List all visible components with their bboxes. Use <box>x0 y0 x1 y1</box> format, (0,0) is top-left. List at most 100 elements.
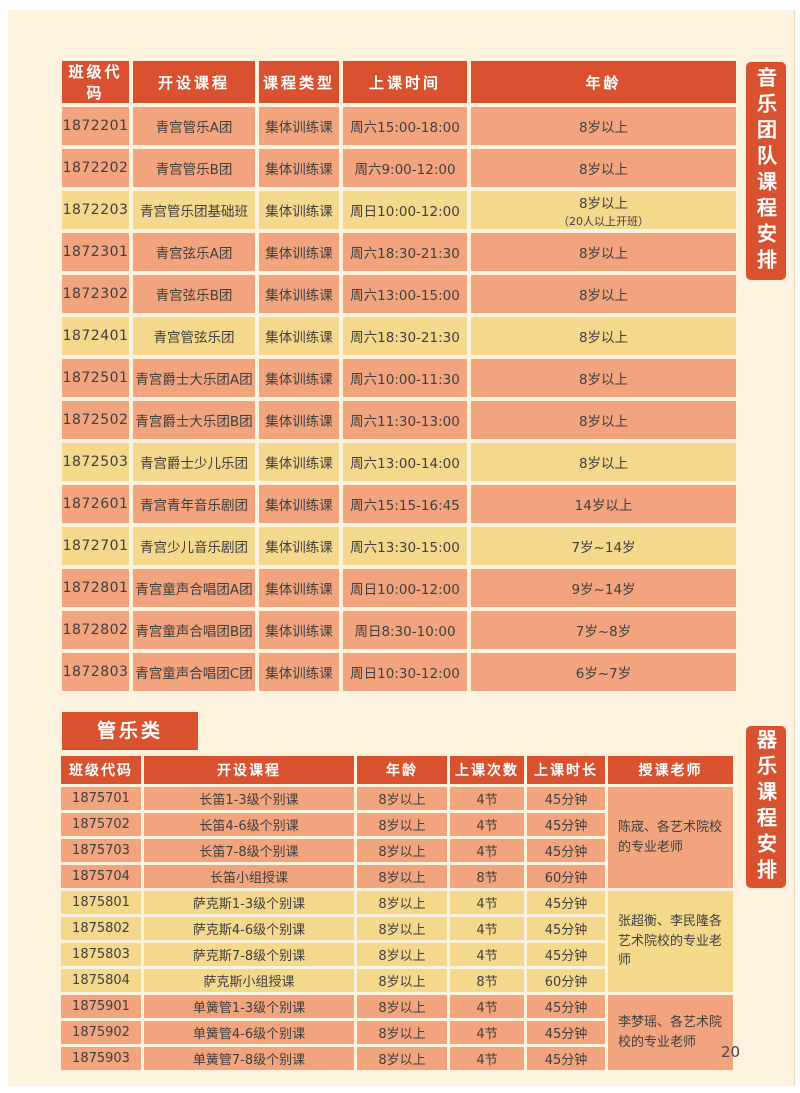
cell-type: 集体训练课 <box>259 569 339 607</box>
cell-code: 1872302 <box>62 275 129 313</box>
cell-sessions: 4节 <box>450 839 524 862</box>
cell-duration: 45分钟 <box>527 943 605 966</box>
cell-code: 1875901 <box>61 995 141 1018</box>
cell-course: 青宫爵士大乐团B团 <box>133 401 255 439</box>
table-row: 1872502 青宫爵士大乐团B团 集体训练课 周六11:30-13:00 8岁… <box>62 401 736 439</box>
header-class-time: 上课时间 <box>343 61 467 103</box>
cell-course: 长笛1-3级个别课 <box>144 787 354 810</box>
table-row: 1875804 萨克斯小组授课 8岁以上 8节 60分钟 <box>61 969 733 992</box>
cell-code: 1875802 <box>61 917 141 940</box>
cell-time: 周六18:30-21:30 <box>343 317 467 355</box>
header-course: 开设课程 <box>133 61 255 103</box>
cell-course: 长笛7-8级个别课 <box>144 839 354 862</box>
cell-type: 集体训练课 <box>259 611 339 649</box>
section-label-wind-instruments: 管乐类 <box>62 712 198 750</box>
header-session-length: 上课时长 <box>527 756 605 784</box>
cell-course: 青宫少儿音乐剧团 <box>133 527 255 565</box>
side-banner-music-team-schedule: 音乐团队课程安排 <box>746 62 786 280</box>
header-course: 开设课程 <box>144 756 354 784</box>
header-teacher: 授课老师 <box>608 756 733 784</box>
cell-sessions: 4节 <box>450 891 524 914</box>
cell-type: 集体训练课 <box>259 443 339 481</box>
cell-sessions: 4节 <box>450 943 524 966</box>
cell-age: 8岁以上 <box>357 1047 447 1070</box>
cell-age: 8岁以上 <box>357 813 447 836</box>
cell-age: 8岁以上 <box>471 401 736 439</box>
cell-code: 1875704 <box>61 865 141 888</box>
cell-code: 1875702 <box>61 813 141 836</box>
cell-type: 集体训练课 <box>259 107 339 145</box>
banner-text: 器乐课程安排 <box>753 729 778 885</box>
cell-sessions: 4节 <box>450 1021 524 1044</box>
table-row: 1872501 青宫爵士大乐团A团 集体训练课 周六10:00-11:30 8岁… <box>62 359 736 397</box>
cell-time: 周六11:30-13:00 <box>343 401 467 439</box>
cell-type: 集体训练课 <box>259 527 339 565</box>
table-row: 1872803 青宫童声合唱团C团 集体训练课 周日10:30-12:00 6岁… <box>62 653 736 691</box>
cell-sessions: 4节 <box>450 1047 524 1070</box>
table-row: 1872802 青宫童声合唱团B团 集体训练课 周日8:30-10:00 7岁~… <box>62 611 736 649</box>
cell-age: 8岁以上 <box>471 317 736 355</box>
page-panel: 班级代码 开设课程 课程类型 上课时间 年龄 1872201 青宫管乐A团 集体… <box>8 10 795 1086</box>
table-row: 1875903 单簧管7-8级个别课 8岁以上 4节 45分钟 <box>61 1047 733 1070</box>
cell-time: 周日10:00-12:00 <box>343 569 467 607</box>
team-table-header-row: 班级代码 开设课程 课程类型 上课时间 年龄 <box>62 61 736 103</box>
cell-code: 1875703 <box>61 839 141 862</box>
cell-code: 1872203 <box>62 191 129 229</box>
cell-teacher: 李梦瑶、各艺术院校的专业老师 <box>608 995 733 1070</box>
cell-time: 周日10:00-12:00 <box>343 191 467 229</box>
table-row: 1872201 青宫管乐A团 集体训练课 周六15:00-18:00 8岁以上 <box>62 107 736 145</box>
table-row: 1875701 长笛1-3级个别课 8岁以上 4节 45分钟 陈宬、各艺术院校的… <box>61 787 733 888</box>
table-row: 1875803 萨克斯7-8级个别课 8岁以上 4节 45分钟 <box>61 943 733 966</box>
table-row: 1872301 青宫弦乐A团 集体训练课 周六18:30-21:30 8岁以上 <box>62 233 736 271</box>
cell-type: 集体训练课 <box>259 275 339 313</box>
table-row: 1872503 青宫爵士少儿乐团 集体训练课 周六13:00-14:00 8岁以… <box>62 443 736 481</box>
cell-age: 7岁~8岁 <box>471 611 736 649</box>
cell-duration: 60分钟 <box>527 969 605 992</box>
cell-age: 8岁以上 <box>471 275 736 313</box>
cell-age: 8岁以上 <box>471 233 736 271</box>
cell-type: 集体训练课 <box>259 191 339 229</box>
cell-duration: 45分钟 <box>527 891 605 914</box>
cell-code: 1872401 <box>62 317 129 355</box>
table-row: 1875702 长笛4-6级个别课 8岁以上 4节 45分钟 <box>61 813 733 836</box>
table-row: 1872202 青宫管乐B团 集体训练课 周六9:00-12:00 8岁以上 <box>62 149 736 187</box>
cell-sessions: 8节 <box>450 865 524 888</box>
cell-course: 长笛小组授课 <box>144 865 354 888</box>
cell-code: 1875801 <box>61 891 141 914</box>
cell-duration: 45分钟 <box>527 917 605 940</box>
cell-sessions: 4节 <box>450 813 524 836</box>
instrument-course-table: 班级代码 开设课程 年龄 上课次数 上课时长 授课老师 1875701 长笛1-… <box>58 753 736 1073</box>
cell-age: 8岁以上 （20人以上开班） <box>471 191 736 229</box>
cell-course: 青宫管弦乐团 <box>133 317 255 355</box>
table-row: 1872302 青宫弦乐B团 集体训练课 周六13:00-15:00 8岁以上 <box>62 275 736 313</box>
cell-course: 萨克斯小组授课 <box>144 969 354 992</box>
cell-age: 8岁以上 <box>357 943 447 966</box>
cell-type: 集体训练课 <box>259 233 339 271</box>
header-session-count: 上课次数 <box>450 756 524 784</box>
cell-age: 8岁以上 <box>471 149 736 187</box>
cell-time: 周六13:30-15:00 <box>343 527 467 565</box>
cell-time: 周六13:00-14:00 <box>343 443 467 481</box>
cell-duration: 45分钟 <box>527 813 605 836</box>
cell-code: 1872201 <box>62 107 129 145</box>
cell-age: 8岁以上 <box>471 443 736 481</box>
cell-age: 8岁以上 <box>357 1021 447 1044</box>
cell-age: 8岁以上 <box>357 839 447 862</box>
table-row: 1872801 青宫童声合唱团A团 集体训练课 周日10:00-12:00 9岁… <box>62 569 736 607</box>
banner-text: 音乐团队课程安排 <box>753 67 778 275</box>
cell-time: 周日8:30-10:00 <box>343 611 467 649</box>
cell-time: 周六18:30-21:30 <box>343 233 467 271</box>
cell-course: 青宫管乐A团 <box>133 107 255 145</box>
cell-type: 集体训练课 <box>259 653 339 691</box>
cell-code: 1875902 <box>61 1021 141 1044</box>
cell-duration: 45分钟 <box>527 1047 605 1070</box>
cell-course: 单簧管1-3级个别课 <box>144 995 354 1018</box>
cell-teacher: 陈宬、各艺术院校的专业老师 <box>608 787 733 888</box>
cell-time: 周六9:00-12:00 <box>343 149 467 187</box>
instrument-table-header-row: 班级代码 开设课程 年龄 上课次数 上课时长 授课老师 <box>61 756 733 784</box>
cell-code: 1872803 <box>62 653 129 691</box>
cell-duration: 45分钟 <box>527 839 605 862</box>
cell-time: 周六10:00-11:30 <box>343 359 467 397</box>
cell-code: 1872502 <box>62 401 129 439</box>
cell-course: 单簧管4-6级个别课 <box>144 1021 354 1044</box>
